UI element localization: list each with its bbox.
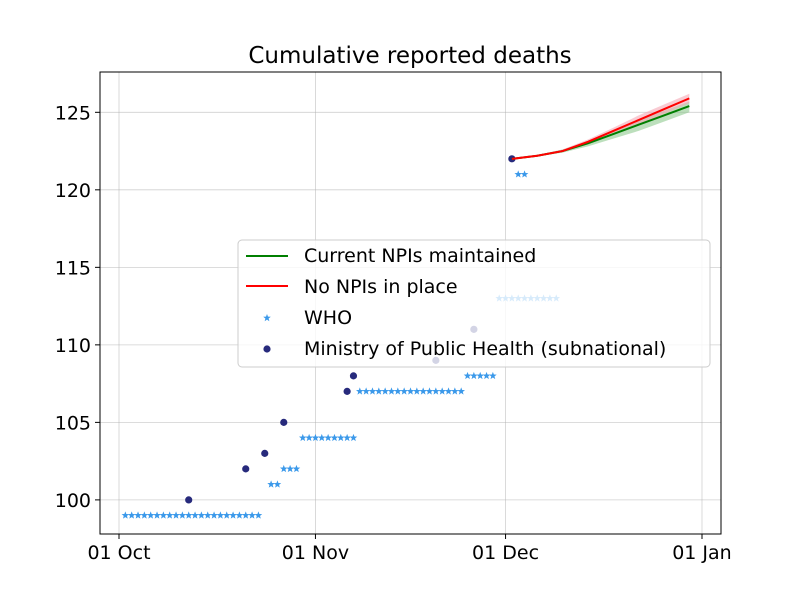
x-tick-label: 01 Jan (672, 542, 732, 564)
legend-marker-who (263, 314, 271, 322)
y-tick-label: 125 (55, 102, 91, 124)
point-ministry-of-public-health-subnational (349, 372, 358, 380)
uncertainty-bands (511, 93, 690, 159)
point-who (267, 480, 275, 488)
point-who (520, 170, 529, 178)
band-no-npis-in-place (511, 93, 690, 159)
point-who (349, 433, 358, 442)
x-axis: 01 Oct 01 Nov 01 Dec 01 Jan (87, 534, 732, 564)
legend-label-who: WHO (304, 307, 352, 329)
point-who (406, 387, 415, 395)
point-who (305, 433, 313, 442)
point-who (210, 511, 218, 519)
point-who (463, 371, 472, 380)
point-who (203, 511, 212, 519)
legend-star-icon (263, 314, 271, 322)
point-who (387, 387, 396, 395)
legend-label-ministry: Ministry of Public Health (subnational) (304, 338, 666, 360)
point-who (432, 387, 440, 395)
point-who (279, 464, 288, 473)
point-who (165, 511, 174, 519)
x-tick-label: 01 Oct (87, 542, 150, 564)
point-who (368, 387, 377, 395)
point-who (146, 511, 155, 519)
point-who (489, 371, 497, 380)
point-who (184, 511, 193, 519)
point-who (286, 464, 294, 473)
y-tick-label: 105 (55, 412, 91, 434)
point-who (153, 511, 161, 519)
point-who (273, 480, 282, 488)
point-who (241, 511, 250, 519)
point-who (457, 387, 465, 395)
point-who (394, 387, 402, 395)
legend-label-no-npis: No NPIs in place (304, 276, 458, 298)
x-tick-label: 01 Dec (472, 542, 539, 564)
data-points (121, 155, 561, 519)
point-who (292, 464, 301, 473)
line-no-npis-in-place (511, 97, 690, 160)
point-who (311, 433, 320, 442)
x-tick-label: 01 Nov (282, 542, 349, 564)
projection-lines (511, 97, 690, 160)
point-who (134, 511, 142, 519)
point-who (400, 387, 408, 395)
point-ministry-of-public-health-subnational (185, 496, 193, 504)
y-tick-label: 120 (55, 180, 91, 202)
point-who (197, 511, 206, 519)
point-who (159, 511, 168, 519)
legend-box (237, 239, 711, 368)
point-who (172, 511, 180, 519)
point-who (140, 511, 149, 519)
legend-dot-icon (263, 345, 271, 353)
point-who (482, 371, 491, 380)
point-ministry-of-public-health-subnational (261, 449, 269, 457)
point-who (178, 511, 187, 519)
point-who (229, 511, 237, 519)
point-ministry-of-public-health-subnational (280, 418, 288, 426)
point-who (419, 387, 427, 395)
point-who (438, 387, 446, 395)
point-who (514, 170, 523, 178)
point-who (343, 433, 351, 442)
y-tick-label: 115 (55, 257, 91, 279)
point-who (324, 433, 332, 442)
point-who (298, 433, 307, 442)
point-who (444, 387, 453, 395)
point-who (451, 387, 459, 395)
legend: Current NPIs maintained No NPIs in place… (237, 239, 711, 368)
point-who (356, 387, 364, 395)
point-who (121, 511, 130, 519)
legend-label-current-npis: Current NPIs maintained (304, 245, 536, 267)
y-tick-label: 110 (55, 335, 91, 357)
y-axis: 100 105 110 115 120 125 (55, 102, 100, 512)
point-who (330, 433, 339, 442)
point-who (254, 511, 263, 519)
point-who (191, 511, 199, 519)
point-ministry-of-public-health-subnational (508, 155, 516, 163)
point-who (248, 511, 256, 519)
point-who (413, 387, 421, 395)
point-who (235, 511, 244, 519)
grid (100, 72, 721, 534)
point-ministry-of-public-health-subnational (343, 387, 351, 395)
point-who (336, 433, 345, 442)
plot-frame (99, 71, 722, 535)
point-who (127, 511, 136, 519)
point-who (317, 433, 326, 442)
point-who (216, 511, 225, 519)
point-who (425, 387, 434, 395)
point-who (362, 387, 370, 395)
point-who (476, 371, 485, 380)
point-ministry-of-public-health-subnational (242, 465, 250, 473)
point-who (375, 387, 383, 395)
y-tick-label: 100 (55, 490, 91, 512)
chart-title: Cumulative reported deaths (248, 43, 571, 69)
point-who (222, 511, 231, 519)
point-who (470, 371, 478, 380)
legend-marker-ministry (263, 345, 271, 353)
point-who (381, 387, 389, 395)
